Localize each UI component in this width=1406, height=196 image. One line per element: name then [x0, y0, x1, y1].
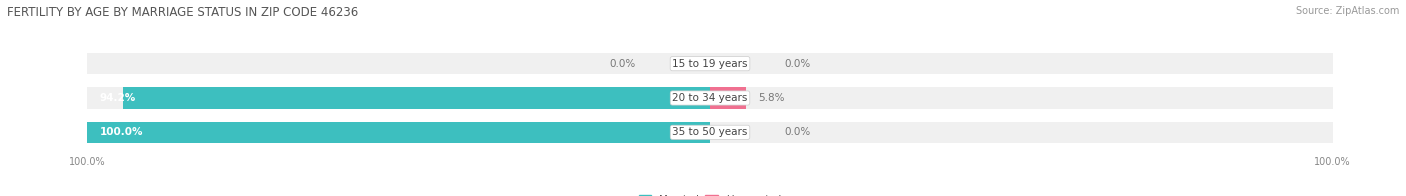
Bar [124, 87, 710, 109]
Text: 20 to 34 years: 20 to 34 years [672, 93, 748, 103]
Bar [87, 87, 710, 109]
Bar [87, 122, 710, 143]
Text: Source: ZipAtlas.com: Source: ZipAtlas.com [1295, 6, 1399, 16]
Bar [710, 53, 1333, 74]
Text: FERTILITY BY AGE BY MARRIAGE STATUS IN ZIP CODE 46236: FERTILITY BY AGE BY MARRIAGE STATUS IN Z… [7, 6, 359, 19]
Text: 35 to 50 years: 35 to 50 years [672, 127, 748, 137]
Bar [710, 87, 747, 109]
Bar [87, 53, 710, 74]
Text: 15 to 19 years: 15 to 19 years [672, 59, 748, 69]
Text: 100.0%: 100.0% [100, 127, 143, 137]
Text: 5.8%: 5.8% [759, 93, 785, 103]
Bar [710, 87, 1333, 109]
Legend: Married, Unmarried: Married, Unmarried [638, 195, 782, 196]
Text: 0.0%: 0.0% [785, 127, 811, 137]
Bar [710, 122, 1333, 143]
Text: 94.2%: 94.2% [100, 93, 136, 103]
Text: 0.0%: 0.0% [609, 59, 636, 69]
Bar [87, 122, 710, 143]
Text: 0.0%: 0.0% [785, 59, 811, 69]
